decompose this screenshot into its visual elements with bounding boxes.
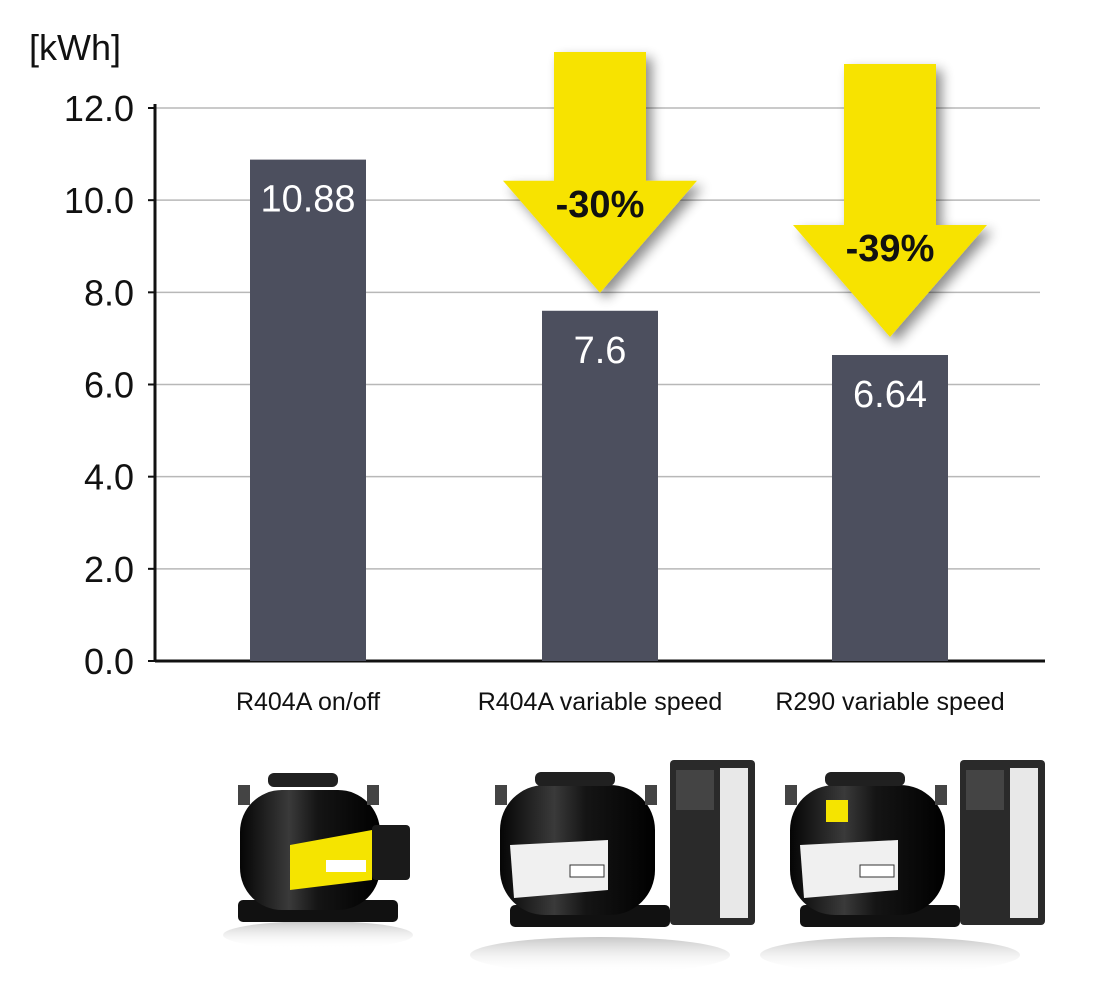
compressor-r290-variable-speed-icon [760, 760, 1045, 973]
reduction-arrow [503, 52, 697, 293]
bar [250, 159, 366, 661]
y-tick-label: 2.0 [84, 549, 134, 590]
category-labels: R404A on/off R404A variable speed R290 var… [236, 688, 1005, 716]
y-tick-label: 8.0 [84, 272, 134, 313]
bar [542, 310, 658, 661]
reduction-label: -30% [556, 184, 645, 226]
bar-value-label: 6.64 [853, 374, 927, 416]
y-axis: 0.0 2.0 4.0 6.0 8.0 10.0 12.0 [64, 88, 1045, 682]
category-label: R404A variable speed [478, 688, 723, 716]
y-tick-label: 6.0 [84, 365, 134, 406]
y-tick-label: 4.0 [84, 457, 134, 498]
y-tick-label: 10.0 [64, 180, 134, 221]
compressor-on-off-icon [223, 773, 413, 949]
unit-label: [kWh] [29, 27, 121, 68]
y-tick-label: 0.0 [84, 641, 134, 682]
reduction-label: -39% [846, 228, 935, 270]
bars: 10.88 7.6 6.64 [250, 159, 948, 661]
reduction-arrow [793, 64, 987, 338]
reduction-arrows: -30% -39% [503, 52, 987, 338]
compressor-variable-speed-icon [470, 760, 755, 973]
category-label: R290 variable speed [775, 688, 1004, 716]
y-tick-label: 12.0 [64, 88, 134, 129]
bar-value-label: 10.88 [260, 179, 355, 221]
bar [832, 355, 948, 661]
bar-value-label: 7.6 [574, 330, 627, 372]
category-label: R404A on/off [236, 688, 380, 716]
